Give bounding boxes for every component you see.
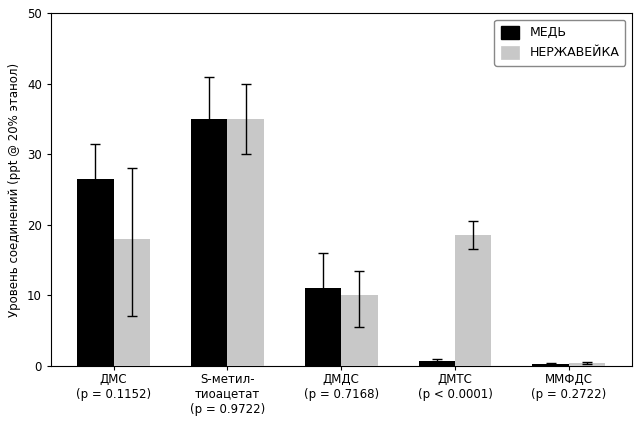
Bar [419, 361, 455, 366]
Bar [114, 239, 150, 366]
Legend: МЕДЬ, НЕРЖАВЕЙКА: МЕДЬ, НЕРЖАВЕЙКА [494, 20, 625, 66]
Bar [191, 119, 227, 366]
Bar [77, 179, 114, 366]
Bar [532, 364, 569, 366]
Bar [569, 363, 605, 366]
Y-axis label: Уровень соединений (ppt @ 20% этанол): Уровень соединений (ppt @ 20% этанол) [8, 62, 21, 317]
Bar [227, 119, 264, 366]
Bar [305, 288, 341, 366]
Bar [455, 235, 492, 366]
Bar [341, 295, 378, 366]
